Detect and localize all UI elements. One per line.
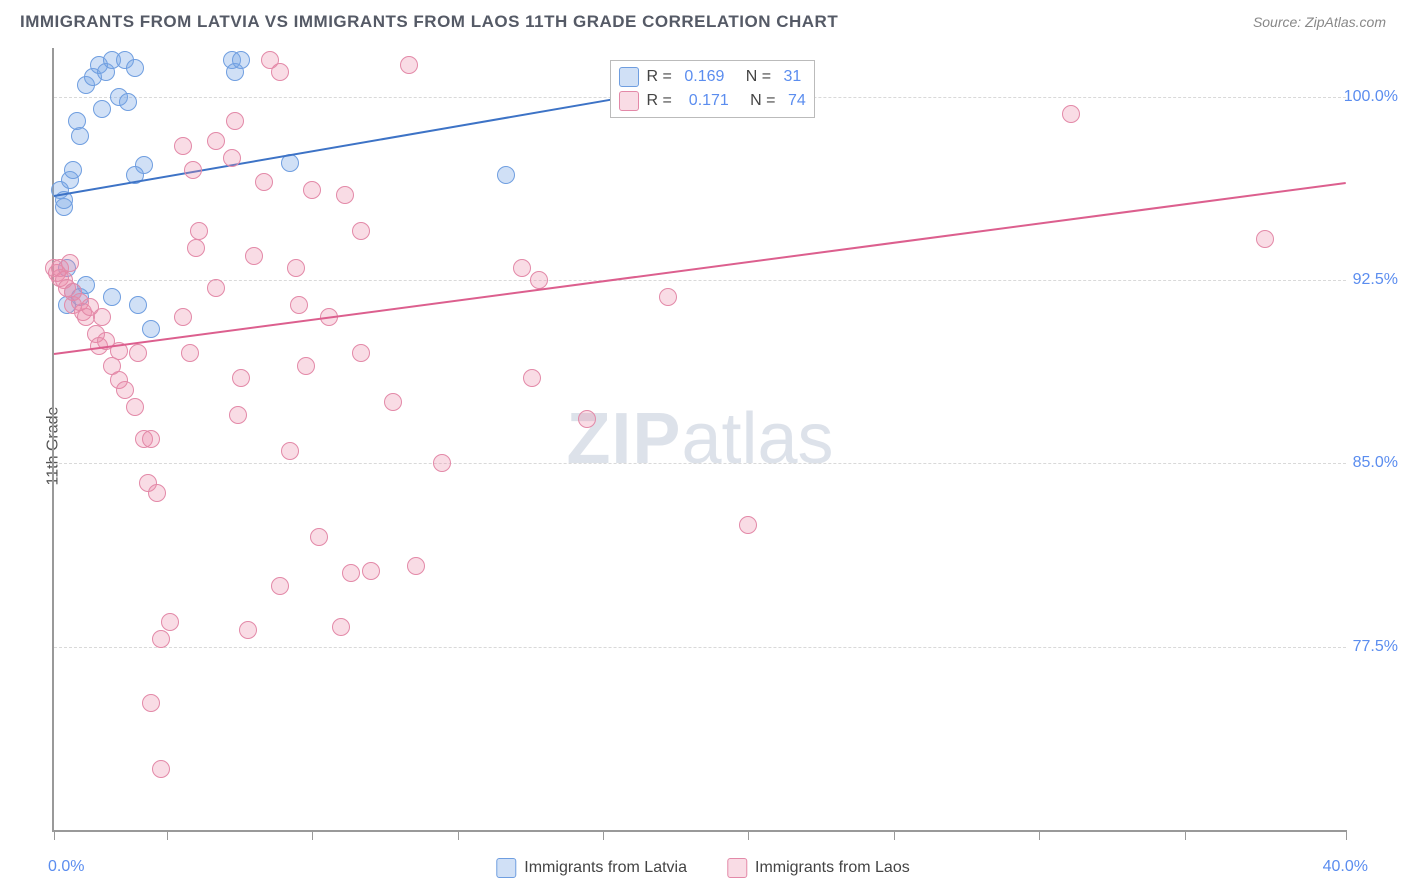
correlation-legend: R = 0.169 N = 31R = 0.171 N = 74 [610, 60, 815, 118]
gridline-h [54, 647, 1346, 648]
legend-label: Immigrants from Latvia [524, 859, 687, 877]
source-label: Source: ZipAtlas.com [1253, 14, 1386, 30]
data-point [93, 100, 111, 118]
data-point [116, 381, 134, 399]
legend-swatch [619, 91, 639, 111]
x-tick [894, 830, 895, 840]
scatter-chart: ZIPatlas R = 0.169 N = 31R = 0.171 N = 7… [52, 48, 1346, 832]
data-point [229, 406, 247, 424]
legend-row: R = 0.171 N = 74 [619, 89, 806, 113]
data-point [142, 320, 160, 338]
data-point [310, 528, 328, 546]
data-point [152, 760, 170, 778]
legend-item: Immigrants from Latvia [496, 858, 687, 878]
x-tick [748, 830, 749, 840]
chart-title: IMMIGRANTS FROM LATVIA VS IMMIGRANTS FRO… [20, 12, 838, 32]
data-point [513, 259, 531, 277]
x-tick [1185, 830, 1186, 840]
data-point [1062, 105, 1080, 123]
data-point [174, 137, 192, 155]
data-point [530, 271, 548, 289]
data-point [659, 288, 677, 306]
data-point [207, 132, 225, 150]
data-point [739, 516, 757, 534]
x-axis-min-label: 0.0% [48, 858, 84, 876]
gridline-h [54, 280, 1346, 281]
trend-line [54, 97, 620, 197]
data-point [255, 173, 273, 191]
data-point [303, 181, 321, 199]
data-point [64, 161, 82, 179]
data-point [207, 279, 225, 297]
y-tick-label: 85.0% [1353, 454, 1398, 472]
data-point [126, 398, 144, 416]
data-point [129, 296, 147, 314]
data-point [578, 410, 596, 428]
legend-swatch [619, 67, 639, 87]
trend-line [54, 182, 1346, 355]
data-point [181, 344, 199, 362]
data-point [342, 564, 360, 582]
legend-item: Immigrants from Laos [727, 858, 910, 878]
data-point [523, 369, 541, 387]
data-point [352, 222, 370, 240]
data-point [126, 59, 144, 77]
data-point [187, 239, 205, 257]
data-point [142, 694, 160, 712]
x-axis-max-label: 40.0% [1323, 858, 1368, 876]
data-point [497, 166, 515, 184]
data-point [433, 454, 451, 472]
data-point [103, 288, 121, 306]
data-point [336, 186, 354, 204]
data-point [332, 618, 350, 636]
data-point [352, 344, 370, 362]
data-point [287, 259, 305, 277]
data-point [281, 442, 299, 460]
y-tick-label: 92.5% [1353, 271, 1398, 289]
data-point [226, 112, 244, 130]
legend-row: R = 0.169 N = 31 [619, 65, 806, 89]
data-point [407, 557, 425, 575]
data-point [297, 357, 315, 375]
data-point [271, 577, 289, 595]
legend-swatch [496, 858, 516, 878]
data-point [61, 254, 79, 272]
data-point [152, 630, 170, 648]
data-point [129, 344, 147, 362]
data-point [400, 56, 418, 74]
data-point [119, 93, 137, 111]
data-point [1256, 230, 1274, 248]
watermark: ZIPatlas [566, 398, 833, 480]
data-point [245, 247, 263, 265]
data-point [93, 308, 111, 326]
x-tick [458, 830, 459, 840]
data-point [184, 161, 202, 179]
gridline-h [54, 463, 1346, 464]
legend-label: Immigrants from Laos [755, 859, 910, 877]
data-point [148, 484, 166, 502]
x-tick [167, 830, 168, 840]
x-tick [312, 830, 313, 840]
data-point [232, 369, 250, 387]
data-point [223, 149, 241, 167]
data-point [239, 621, 257, 639]
data-point [384, 393, 402, 411]
data-point [271, 63, 289, 81]
y-tick-label: 77.5% [1353, 638, 1398, 656]
data-point [362, 562, 380, 580]
data-point [290, 296, 308, 314]
x-tick [603, 830, 604, 840]
data-point [174, 308, 192, 326]
data-point [232, 51, 250, 69]
data-point [190, 222, 208, 240]
y-tick-label: 100.0% [1344, 88, 1398, 106]
series-legend: Immigrants from Latvia Immigrants from La… [496, 858, 909, 878]
legend-swatch [727, 858, 747, 878]
data-point [161, 613, 179, 631]
x-tick [54, 830, 55, 840]
data-point [142, 430, 160, 448]
x-tick [1039, 830, 1040, 840]
x-tick [1346, 830, 1347, 840]
data-point [71, 127, 89, 145]
